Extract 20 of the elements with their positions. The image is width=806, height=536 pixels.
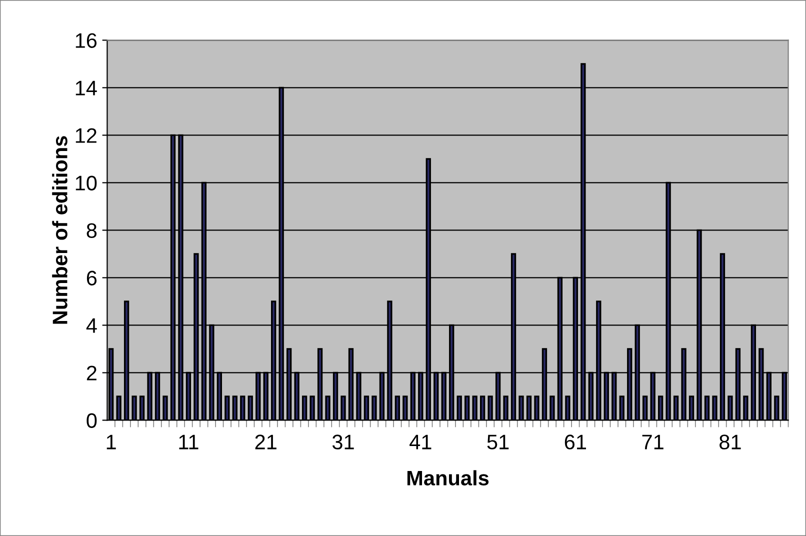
- y-tick-label: 12: [76, 128, 96, 143]
- x-tick-label: 51: [487, 434, 509, 450]
- x-tick-label: 11: [179, 434, 198, 450]
- y-tick-label: 4: [86, 318, 97, 333]
- y-tick-label: 6: [86, 270, 97, 286]
- x-tick-label: 61: [564, 434, 586, 450]
- y-tick-label: 2: [86, 366, 96, 380]
- x-tick-label: 31: [332, 434, 354, 450]
- y-tick-label: 0: [86, 413, 97, 428]
- y-tick-label: 10: [76, 176, 97, 190]
- x-tick-label: 71: [642, 434, 664, 450]
- y-tick-label: 8: [86, 223, 97, 238]
- y-tick-label: 14: [76, 80, 97, 96]
- y-axis-title: Number of editions: [52, 136, 68, 324]
- x-axis-title: Manuals: [407, 470, 489, 486]
- y-tick-label: 16: [76, 33, 97, 48]
- x-tick-label: 21: [255, 434, 276, 450]
- x-tick-label: 41: [410, 434, 432, 450]
- x-tick-label: 1: [106, 434, 116, 450]
- x-tick-label: 81: [720, 434, 741, 450]
